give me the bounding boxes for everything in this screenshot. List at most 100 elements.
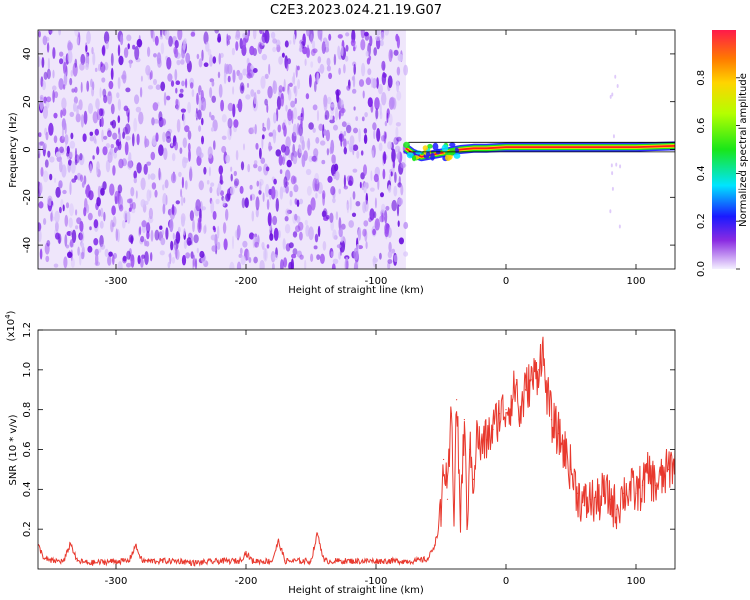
noise-speckle bbox=[175, 87, 178, 94]
noise-speckle bbox=[221, 114, 227, 123]
noise-speckle bbox=[352, 74, 356, 88]
snr-data-point bbox=[570, 468, 572, 471]
noise-speckle bbox=[344, 55, 349, 62]
noise-speckle bbox=[286, 209, 292, 214]
noise-speckle bbox=[64, 122, 67, 135]
noise-speckle bbox=[79, 251, 82, 266]
noise-speckle bbox=[42, 142, 47, 150]
noise-speckle bbox=[310, 61, 314, 68]
noise-speckle bbox=[351, 212, 357, 217]
spectrogram-noise-region bbox=[38, 30, 622, 269]
noise-speckle bbox=[374, 197, 377, 209]
noise-speckle bbox=[235, 41, 239, 51]
noise-speckle bbox=[86, 80, 90, 92]
noise-speckle bbox=[267, 212, 272, 227]
noise-speckle bbox=[180, 188, 183, 198]
snr-data-point bbox=[128, 560, 130, 562]
noise-speckle bbox=[235, 150, 239, 161]
noise-speckle bbox=[176, 119, 181, 133]
noise-speckle bbox=[190, 251, 194, 259]
noise-speckle bbox=[337, 45, 341, 58]
noise-speckle bbox=[137, 255, 141, 265]
noise-speckle bbox=[52, 69, 55, 79]
noise-speckle bbox=[171, 256, 176, 264]
noise-speckle bbox=[225, 193, 231, 202]
noise-speckle bbox=[128, 152, 132, 161]
noise-speckle bbox=[146, 161, 152, 166]
noise-speckle bbox=[292, 248, 298, 256]
noise-speckle bbox=[396, 136, 402, 142]
noise-speckle bbox=[310, 33, 313, 44]
noise-speckle bbox=[270, 250, 276, 263]
noise-speckle bbox=[49, 156, 55, 163]
noise-speckle bbox=[319, 63, 325, 74]
noise-speckle bbox=[226, 33, 229, 47]
noise-speckle bbox=[400, 184, 404, 196]
spectrogram-y-tick-label: 20 bbox=[22, 95, 33, 108]
noise-speckle bbox=[38, 56, 41, 68]
noise-speckle bbox=[143, 163, 148, 175]
noise-speckle bbox=[122, 255, 127, 262]
noise-speckle bbox=[92, 81, 95, 91]
noise-speckle bbox=[292, 33, 296, 45]
noise-speckle bbox=[210, 127, 215, 132]
noise-speckle bbox=[288, 88, 292, 101]
noise-speckle bbox=[610, 163, 613, 168]
noise-speckle bbox=[192, 254, 196, 268]
noise-speckle bbox=[183, 239, 187, 249]
noise-speckle bbox=[69, 111, 75, 117]
noise-speckle bbox=[242, 240, 248, 248]
noise-speckle bbox=[306, 185, 312, 196]
noise-speckle bbox=[371, 78, 377, 89]
noise-speckle bbox=[55, 232, 60, 240]
snr-data-point bbox=[375, 560, 377, 562]
noise-speckle bbox=[346, 204, 349, 214]
noise-speckle bbox=[347, 140, 350, 145]
noise-speckle bbox=[233, 170, 237, 177]
noise-speckle bbox=[333, 155, 336, 164]
noise-speckle bbox=[212, 56, 217, 64]
snr-data-point bbox=[284, 560, 286, 562]
noise-speckle bbox=[180, 195, 184, 206]
noise-speckle bbox=[175, 231, 181, 244]
noise-speckle bbox=[338, 188, 342, 195]
noise-speckle bbox=[239, 185, 244, 194]
noise-speckle bbox=[283, 78, 286, 92]
noise-speckle bbox=[110, 67, 114, 80]
noise-speckle bbox=[334, 170, 340, 181]
colorbar-tick-label: 0.8 bbox=[696, 70, 707, 86]
noise-speckle bbox=[58, 30, 61, 36]
noise-speckle bbox=[144, 251, 149, 266]
noise-speckle bbox=[236, 224, 241, 239]
noise-speckle bbox=[178, 93, 184, 98]
noise-speckle bbox=[213, 140, 216, 151]
noise-speckle bbox=[149, 72, 152, 81]
noise-speckle bbox=[242, 68, 247, 76]
noise-speckle bbox=[166, 57, 172, 70]
snr-x-axis-label: Height of straight line (km) bbox=[288, 585, 424, 596]
snr-x-tick-label: 0 bbox=[503, 576, 509, 587]
noise-speckle bbox=[103, 211, 106, 222]
noise-speckle bbox=[115, 228, 119, 241]
noise-speckle bbox=[254, 124, 257, 135]
noise-speckle bbox=[239, 247, 243, 255]
noise-speckle bbox=[272, 38, 277, 44]
noise-speckle bbox=[364, 200, 369, 212]
noise-speckle bbox=[362, 201, 367, 214]
snr-y-tick-label: 1.0 bbox=[22, 362, 33, 378]
noise-speckle bbox=[181, 113, 185, 122]
noise-speckle bbox=[131, 202, 136, 210]
noise-speckle bbox=[127, 160, 134, 169]
noise-speckle bbox=[223, 238, 228, 251]
snr-data-point bbox=[524, 389, 527, 391]
noise-speckle bbox=[221, 135, 227, 140]
snr-y-tick-label: 0.8 bbox=[22, 402, 33, 418]
noise-speckle bbox=[79, 153, 83, 161]
noise-speckle bbox=[203, 225, 207, 235]
snr-data-point bbox=[667, 468, 670, 471]
noise-speckle bbox=[284, 216, 289, 222]
noise-speckle bbox=[321, 210, 327, 218]
noise-speckle bbox=[64, 214, 69, 227]
noise-speckle bbox=[116, 92, 120, 99]
